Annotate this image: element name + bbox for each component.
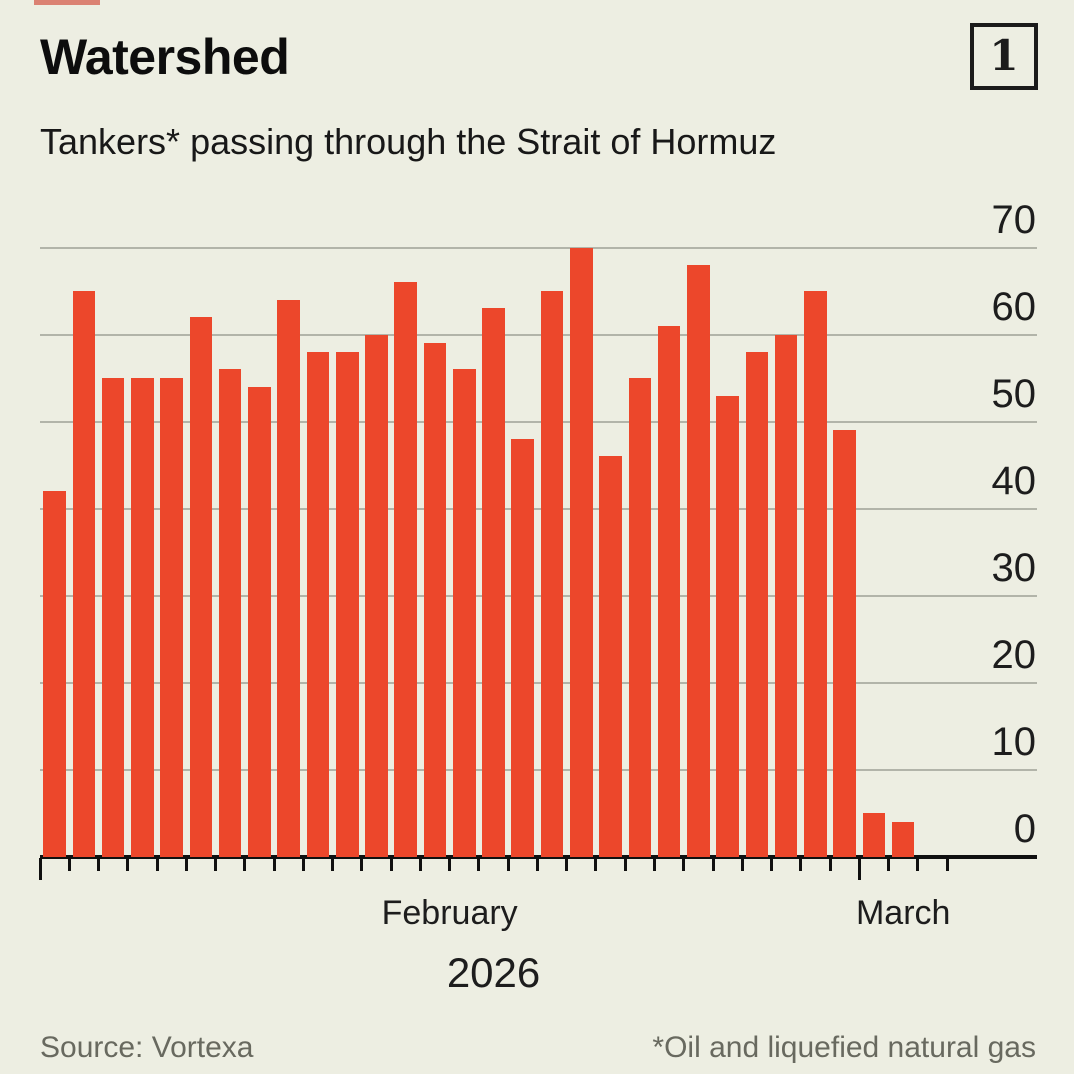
bar-feb-3	[101, 378, 125, 857]
gridline-20	[40, 681, 1037, 684]
day-tick	[360, 858, 364, 871]
y-axis-label-10: 10	[991, 719, 1037, 764]
day-tick	[565, 858, 569, 871]
day-tick	[916, 858, 920, 871]
chart-index-badge: 1	[970, 23, 1038, 90]
gridline-40	[40, 507, 1037, 510]
y-axis-label-30: 30	[991, 545, 1037, 590]
bar-feb-13	[394, 282, 418, 857]
bar-feb-15	[452, 369, 476, 857]
bar-feb-18	[540, 291, 564, 857]
day-tick	[506, 858, 510, 871]
y-axis-label-70: 70	[991, 197, 1037, 242]
bar-feb-6	[189, 317, 213, 857]
day-tick	[184, 858, 188, 871]
bar-feb-24	[716, 395, 739, 857]
bar-feb-2	[72, 291, 96, 857]
bar-feb-17	[511, 439, 535, 857]
bar-feb-10	[306, 351, 330, 857]
day-tick	[623, 858, 627, 871]
gridline-70	[40, 246, 1037, 249]
day-tick	[594, 858, 598, 871]
bar-feb-4	[131, 378, 154, 857]
bar-feb-26	[774, 334, 798, 857]
x-axis-year-label: 2026	[446, 949, 541, 996]
day-tick	[331, 858, 335, 871]
x-axis-label-march: March	[855, 894, 951, 932]
day-tick	[711, 858, 715, 871]
month-boundary-tick	[38, 858, 42, 880]
x-axis-line	[40, 855, 1037, 859]
bar-feb-22	[657, 325, 681, 857]
y-axis-label-60: 60	[991, 284, 1037, 329]
brand-red-tab	[34, 0, 100, 5]
gridline-10	[40, 768, 1037, 771]
day-tick	[272, 858, 276, 871]
day-tick	[301, 858, 305, 871]
bar-feb-9	[277, 299, 300, 857]
day-tick	[243, 858, 247, 871]
day-tick	[770, 858, 774, 871]
x-axis-label-february: February	[381, 894, 518, 932]
bar-feb-1	[43, 491, 66, 857]
y-axis-label-40: 40	[991, 458, 1037, 503]
y-axis-label-50: 50	[991, 371, 1037, 416]
bar-feb-8	[248, 386, 271, 857]
day-tick	[126, 858, 130, 871]
day-tick	[418, 858, 422, 871]
day-tick	[477, 858, 481, 871]
month-boundary-tick	[857, 858, 861, 880]
day-tick	[653, 858, 656, 871]
day-tick	[389, 858, 393, 871]
day-tick	[799, 858, 803, 871]
bar-feb-27	[804, 291, 827, 857]
bar-feb-28	[833, 430, 856, 857]
chart-subtitle: Tankers* passing through the Strait of H…	[40, 121, 777, 162]
day-tick	[682, 858, 686, 871]
day-tick	[214, 858, 218, 871]
day-tick	[155, 858, 159, 871]
day-tick	[97, 858, 101, 871]
bar-feb-12	[365, 334, 388, 857]
day-tick	[67, 858, 71, 871]
gridline-50	[40, 420, 1037, 423]
bar-feb-14	[423, 343, 447, 857]
day-tick	[887, 858, 891, 871]
bar-feb-23	[687, 264, 710, 857]
bar-feb-21	[628, 378, 652, 857]
bar-feb-25	[745, 351, 769, 857]
day-tick	[945, 858, 949, 871]
bar-feb-11	[335, 351, 359, 857]
bar-mar-1	[862, 813, 886, 857]
bar-mar-2	[891, 822, 915, 857]
day-tick	[448, 858, 452, 871]
y-axis-label-0: 0	[1013, 807, 1036, 851]
bar-feb-16	[482, 308, 505, 857]
chart-index-number: 1	[989, 31, 1019, 80]
bar-feb-7	[218, 369, 242, 857]
source-note: Source: Vortexa	[40, 1031, 254, 1064]
day-tick	[828, 858, 832, 871]
bar-feb-5	[160, 378, 183, 857]
gridline-30	[40, 594, 1037, 597]
y-axis-label-20: 20	[991, 632, 1037, 677]
bar-feb-19	[570, 247, 593, 857]
chart-title: Watershed	[40, 29, 290, 85]
day-tick	[740, 858, 744, 871]
day-tick	[535, 858, 539, 871]
gridline-60	[40, 333, 1037, 336]
footnote: *Oil and liquefied natural gas	[652, 1031, 1036, 1064]
bar-feb-20	[599, 456, 622, 857]
